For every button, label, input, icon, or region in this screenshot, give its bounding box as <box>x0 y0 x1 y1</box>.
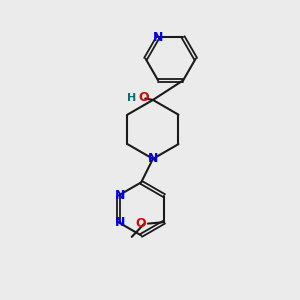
Text: H: H <box>128 93 137 103</box>
Text: N: N <box>115 189 125 202</box>
Text: N: N <box>115 216 125 229</box>
Text: N: N <box>153 31 163 44</box>
Text: N: N <box>148 152 158 165</box>
Text: O: O <box>136 217 146 230</box>
Text: O: O <box>139 92 149 104</box>
